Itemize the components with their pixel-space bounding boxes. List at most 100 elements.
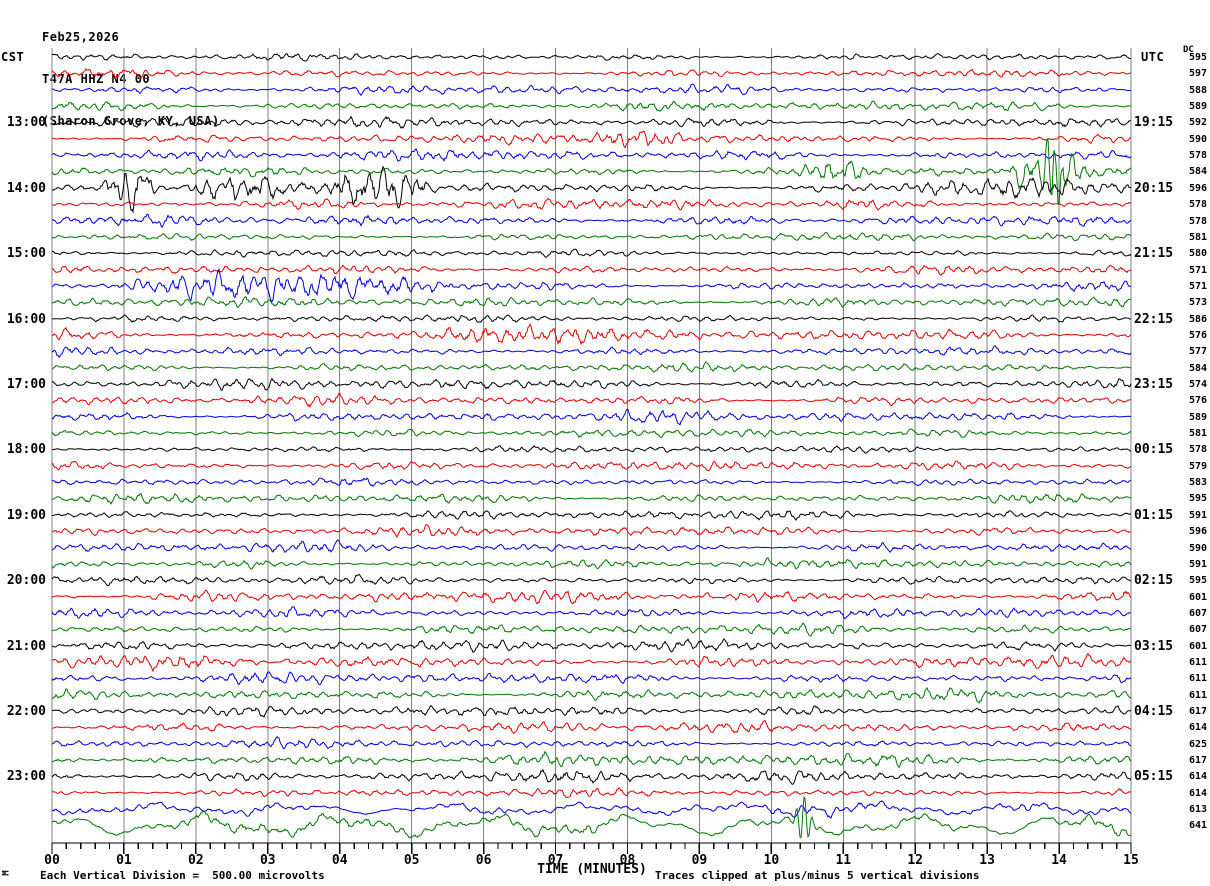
dc-value: 581 xyxy=(1188,231,1207,243)
dc-value: 589 xyxy=(1188,411,1207,423)
footer-scale-note: Each Vertical Division = 500.00 microvol… xyxy=(40,869,325,882)
cst-hour-label: 17:00 xyxy=(6,377,46,392)
dc-value: 584 xyxy=(1188,166,1207,178)
trace-row-4 xyxy=(51,115,1132,129)
trace-row-13 xyxy=(51,264,1132,276)
trace-row-35 xyxy=(52,622,1132,637)
footer-clip-note: Traces clipped at plus/minus 5 vertical … xyxy=(655,869,980,882)
utc-hour-label: 05:15 xyxy=(1134,769,1174,785)
x-tick-label: 07 xyxy=(547,853,564,868)
cst-hour-label: 13:00 xyxy=(6,115,46,131)
trace-row-1 xyxy=(51,68,1132,79)
x-tick-label: 13 xyxy=(979,853,995,868)
trace-row-47 xyxy=(51,795,1132,839)
trace-row-0 xyxy=(51,53,1132,62)
dc-value: 614 xyxy=(1188,722,1207,734)
dc-value: 578 xyxy=(1188,199,1207,211)
utc-hour-label: 03:15 xyxy=(1134,638,1174,654)
utc-hour-label: 04:15 xyxy=(1134,704,1174,719)
utc-hour-label: 21:15 xyxy=(1134,246,1174,262)
minute-gridlines xyxy=(51,48,1132,843)
trace-row-45 xyxy=(51,786,1132,798)
trace-row-23 xyxy=(51,428,1132,439)
header-station: T47A HHZ N4 00 xyxy=(42,72,151,86)
trace-row-15 xyxy=(51,295,1132,309)
x-tick-label: 10 xyxy=(763,853,780,868)
dc-value: 577 xyxy=(1188,346,1207,358)
cst-hour-label: 18:00 xyxy=(6,442,46,458)
trace-row-40 xyxy=(51,705,1132,718)
dc-value: 592 xyxy=(1188,117,1207,129)
utc-hour-label: 01:15 xyxy=(1134,507,1174,523)
cst-hour-label: 14:00 xyxy=(6,180,46,196)
cst-hour-label: 22:00 xyxy=(6,704,46,719)
utc-hour-label: 23:15 xyxy=(1134,377,1174,392)
dc-value: 581 xyxy=(1188,428,1207,440)
dc-value: 589 xyxy=(1188,101,1207,113)
x-tick-label: 09 xyxy=(691,853,708,868)
dc-value: 571 xyxy=(1188,280,1207,292)
dc-value: 591 xyxy=(1188,509,1207,521)
dc-value: 595 xyxy=(1188,493,1207,505)
dc-column-label: DC xyxy=(1183,45,1194,55)
trace-row-33 xyxy=(51,589,1132,605)
trace-row-19 xyxy=(51,361,1132,373)
trace-row-26 xyxy=(51,477,1132,488)
trace-row-11 xyxy=(51,231,1132,242)
timezone-right-label: UTC xyxy=(1141,50,1165,64)
cst-hour-label: 19:00 xyxy=(6,507,46,523)
dc-value: 601 xyxy=(1188,640,1207,652)
dc-value: 579 xyxy=(1188,460,1207,472)
dc-value: 590 xyxy=(1188,133,1207,145)
dc-value: 607 xyxy=(1188,607,1207,619)
dc-value: 595 xyxy=(1188,575,1207,587)
trace-row-27 xyxy=(51,492,1132,505)
dc-value: 611 xyxy=(1188,656,1207,668)
trace-row-14 xyxy=(51,268,1132,303)
dc-value: 614 xyxy=(1188,771,1207,783)
x-tick-label: 06 xyxy=(475,853,492,868)
trace-row-46 xyxy=(51,800,1132,819)
trace-row-38 xyxy=(51,671,1132,686)
trace-row-10 xyxy=(51,213,1132,229)
dc-value: 580 xyxy=(1188,248,1207,260)
x-tick-label: 15 xyxy=(1123,853,1139,868)
trace-row-31 xyxy=(51,557,1132,570)
trace-row-28 xyxy=(51,510,1132,521)
trace-row-22 xyxy=(51,408,1132,426)
trace-row-2 xyxy=(51,83,1132,97)
dc-value: 576 xyxy=(1188,395,1207,407)
trace-row-42 xyxy=(51,735,1132,750)
trace-row-3 xyxy=(51,100,1132,112)
trace-row-12 xyxy=(51,248,1132,258)
x-tick-label: 02 xyxy=(188,853,204,868)
dc-value: 611 xyxy=(1188,673,1207,685)
time-axis xyxy=(51,842,1132,854)
trace-row-20 xyxy=(51,377,1132,392)
trace-row-32 xyxy=(51,573,1132,587)
trace-row-9 xyxy=(52,197,1132,211)
trace-row-39 xyxy=(51,686,1132,704)
dc-value: 583 xyxy=(1188,477,1207,489)
trace-row-37 xyxy=(51,652,1132,673)
dc-value: 614 xyxy=(1188,787,1207,799)
timezone-left-label: CST xyxy=(1,50,25,64)
x-tick-label: 00 xyxy=(44,853,60,868)
trace-row-41 xyxy=(51,719,1132,734)
cst-hour-label: 20:00 xyxy=(6,573,46,589)
trace-row-5 xyxy=(51,130,1132,149)
trace-row-34 xyxy=(51,606,1132,620)
trace-row-16 xyxy=(51,314,1132,323)
dc-value: 617 xyxy=(1188,706,1207,717)
utc-hour-label: 19:15 xyxy=(1134,115,1174,131)
x-tick-label: 11 xyxy=(835,853,852,868)
trace-row-8 xyxy=(51,165,1132,214)
trace-row-36 xyxy=(51,638,1132,653)
trace-row-17 xyxy=(51,323,1132,346)
dc-value: 578 xyxy=(1188,215,1207,227)
dc-value: 573 xyxy=(1188,297,1207,309)
dc-value: 641 xyxy=(1188,820,1207,832)
dc-value: 578 xyxy=(1188,444,1207,456)
dc-value: 601 xyxy=(1188,591,1207,603)
